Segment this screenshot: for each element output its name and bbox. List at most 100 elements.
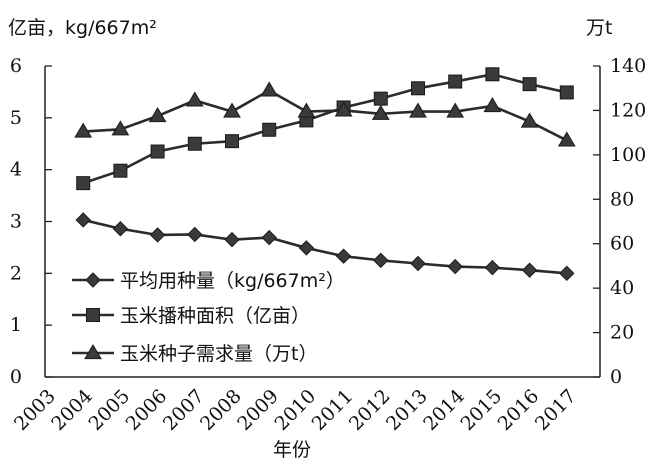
right-tick-label: 140 xyxy=(610,55,646,77)
square-marker xyxy=(262,122,277,137)
x-tick-group: 2009 xyxy=(233,385,283,435)
series-1 xyxy=(75,212,575,282)
diamond-marker xyxy=(112,221,129,237)
right-tick-label: 120 xyxy=(610,99,646,121)
x-axis-title: 年份 xyxy=(273,439,311,461)
right-axis-title: 万t xyxy=(586,17,612,39)
legend-label: 玉米种子需求量（万t） xyxy=(120,343,317,365)
diamond-marker xyxy=(484,259,501,276)
triangle-marker xyxy=(74,122,93,138)
x-tick-group: 2016 xyxy=(494,385,544,435)
diamond-marker xyxy=(298,240,315,256)
left-tick-label: 5 xyxy=(10,107,22,129)
x-tick-group: 2010 xyxy=(270,385,320,435)
left-tick-label: 2 xyxy=(10,262,22,284)
series-2 xyxy=(76,67,574,191)
x-tick-label: 2016 xyxy=(494,385,544,435)
diamond-marker xyxy=(559,265,575,282)
legend-label: 玉米播种面积（亿亩） xyxy=(120,305,310,327)
left-tick-label: 3 xyxy=(10,211,22,233)
diamond-marker xyxy=(373,252,389,269)
x-tick-group: 2003 xyxy=(10,385,60,435)
legend-item-3: 玉米种子需求量（万t） xyxy=(72,343,317,365)
series-line xyxy=(82,72,568,185)
plot-area xyxy=(74,67,576,282)
x-tick-group: 2015 xyxy=(456,385,506,435)
square-marker xyxy=(150,144,165,159)
triangle-marker xyxy=(557,131,576,147)
x-tick-group: 2005 xyxy=(84,385,134,435)
x-tick-label: 2015 xyxy=(456,385,506,435)
left-tick-label: 4 xyxy=(10,159,22,181)
triangle-marker xyxy=(260,81,279,97)
legend-item-1: 平均用种量（kg/667m²） xyxy=(72,270,345,292)
left-axis-title: 亿亩，kg/667m² xyxy=(8,17,157,39)
x-tick-group: 2017 xyxy=(531,385,581,435)
triangle-marker xyxy=(520,112,539,128)
x-tick-label: 2010 xyxy=(270,385,320,435)
diamond-marker xyxy=(410,255,426,272)
x-tick-label: 2004 xyxy=(47,385,97,435)
x-tick-group: 2008 xyxy=(196,385,246,435)
triangle-marker xyxy=(371,104,390,120)
x-tick-label: 2014 xyxy=(419,385,469,435)
triangle-marker xyxy=(483,96,502,113)
diamond-marker xyxy=(261,229,277,246)
left-tick-label: 1 xyxy=(10,314,22,336)
x-tick-label: 2005 xyxy=(84,385,134,435)
x-tick-label: 2009 xyxy=(233,385,283,435)
right-tick-label: 20 xyxy=(610,322,634,344)
triangle-marker xyxy=(223,102,241,118)
left-tick-label: 6 xyxy=(10,55,22,77)
square-marker xyxy=(373,91,388,106)
x-tick-label: 2003 xyxy=(10,385,60,435)
square-marker xyxy=(76,176,91,191)
x-tick-group: 2006 xyxy=(122,385,172,435)
square-marker xyxy=(485,67,500,82)
x-tick-label: 2008 xyxy=(196,385,246,435)
diamond-marker xyxy=(447,258,463,275)
series-3 xyxy=(74,81,576,147)
diamond-marker xyxy=(187,226,203,243)
x-tick-label: 2017 xyxy=(531,385,581,435)
x-tick-group: 2012 xyxy=(345,385,395,435)
right-tick-label: 80 xyxy=(610,188,634,210)
x-tick-group: 2011 xyxy=(308,385,358,435)
triangle-marker xyxy=(148,106,167,123)
diamond-marker xyxy=(149,227,166,243)
x-tick-label: 2013 xyxy=(382,385,432,435)
right-tick-label: 40 xyxy=(610,277,634,299)
x-tick-group: 2013 xyxy=(382,385,432,435)
square-marker xyxy=(187,136,202,151)
triangle-marker xyxy=(334,101,353,117)
square-marker xyxy=(448,74,463,89)
square-marker xyxy=(411,81,425,96)
diamond-marker xyxy=(85,272,101,288)
x-tick-group: 2014 xyxy=(419,385,469,435)
legend-label: 平均用种量（kg/667m²） xyxy=(120,270,345,292)
triangle-marker xyxy=(185,91,204,107)
triangle-marker xyxy=(409,102,427,118)
diamond-marker xyxy=(335,248,352,264)
right-tick-label: 60 xyxy=(610,233,634,255)
x-tick-label: 2007 xyxy=(159,385,209,435)
x-tick-label: 2011 xyxy=(308,385,358,435)
triangle-marker xyxy=(446,102,465,118)
square-marker xyxy=(113,163,128,178)
square-marker xyxy=(86,308,100,322)
right-tick-label: 0 xyxy=(610,366,622,388)
x-tick-group: 2007 xyxy=(159,385,209,435)
legend: 平均用种量（kg/667m²） 玉米播种面积（亿亩） 玉米种子需求量（万t） xyxy=(72,270,345,365)
diamond-marker xyxy=(521,262,538,278)
square-marker xyxy=(225,134,239,149)
triangle-marker xyxy=(111,120,130,136)
x-tick-group: 2004 xyxy=(47,385,97,435)
triangle-marker xyxy=(297,102,316,118)
x-tick-label: 2006 xyxy=(122,385,172,435)
legend-item-2: 玉米播种面积（亿亩） xyxy=(72,305,310,327)
triangle-marker xyxy=(84,344,102,360)
x-tick-label: 2012 xyxy=(345,385,395,435)
square-marker xyxy=(522,77,537,92)
